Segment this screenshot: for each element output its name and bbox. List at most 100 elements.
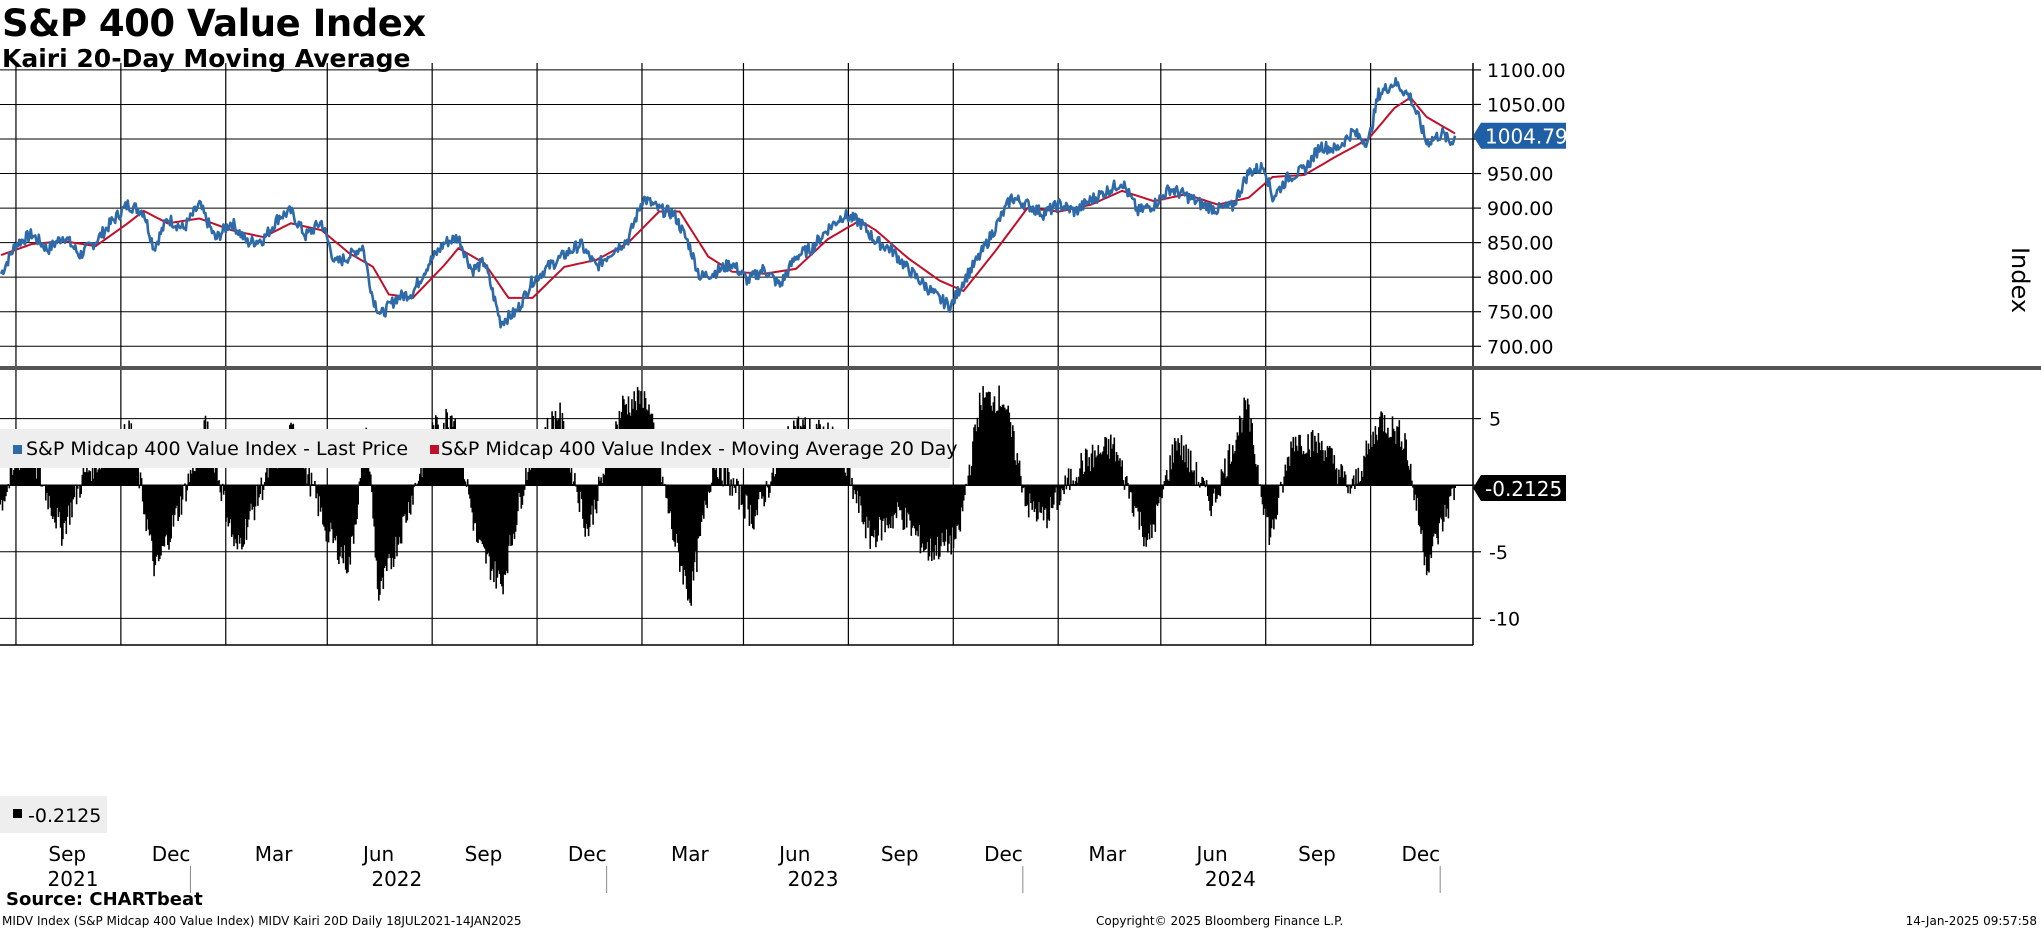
- kairi-bar: [50, 485, 53, 516]
- kairi-bar: [1411, 480, 1413, 486]
- kairi-bar: [173, 485, 176, 516]
- kairi-bar: [1236, 432, 1239, 486]
- kairi-bar: [1111, 448, 1113, 486]
- kairi-bar: [51, 485, 54, 519]
- kairi-bar: [1381, 412, 1383, 486]
- kairi-bar: [931, 485, 933, 561]
- kairi-bar: [728, 472, 730, 486]
- kairi-bar: [912, 485, 915, 526]
- kairi-bar: [696, 485, 698, 572]
- kairi-bar: [602, 473, 605, 486]
- kairi-bar: [1202, 478, 1204, 486]
- kairi-bar: [603, 474, 606, 486]
- kairi-bar: [980, 405, 982, 486]
- kairi-bar: [945, 485, 948, 530]
- kairi-bar: [391, 485, 394, 558]
- kairi-bar: [1118, 460, 1120, 486]
- kairi-bar: [866, 485, 868, 517]
- kairi-bar: [344, 485, 347, 570]
- kairi-bar: [380, 485, 382, 581]
- kairi-bar: [31, 454, 33, 486]
- kairi-bar: [70, 485, 72, 503]
- kairi-bar: [181, 485, 184, 500]
- kairi-bar: [521, 485, 524, 505]
- kairi-bar: [18, 470, 21, 486]
- kairi-bar: [1343, 471, 1346, 486]
- kairi-bar: [1128, 485, 1130, 499]
- kairi-bar: [981, 410, 983, 486]
- kairi-bar: [1050, 485, 1053, 508]
- kairi-bar: [253, 485, 256, 521]
- kairi-bar: [180, 485, 183, 515]
- kairi-bar: [15, 472, 17, 486]
- kairi-bar: [1082, 474, 1085, 486]
- kairi-bar: [745, 485, 747, 495]
- kairi-bar: [763, 485, 765, 507]
- kairi-bar: [740, 485, 743, 505]
- kairi-bar: [753, 485, 755, 530]
- kairi-bar: [1079, 468, 1081, 486]
- kairi-bar: [497, 485, 500, 571]
- kairi-bar: [88, 470, 90, 486]
- kairi-bar: [1173, 437, 1176, 486]
- kairi-bar: [1282, 485, 1284, 493]
- kairi-bar: [486, 485, 488, 555]
- kairi-bar: [1083, 471, 1086, 486]
- kairi-bar: [519, 485, 521, 497]
- kairi-bar: [1316, 453, 1318, 486]
- kairi-bar: [1176, 450, 1178, 486]
- kairi-bar: [959, 485, 962, 532]
- kairi-bar: [1269, 485, 1272, 538]
- kairi-bar: [569, 472, 572, 486]
- kairi-bar: [729, 485, 731, 496]
- kairi-bar: [1241, 432, 1243, 486]
- kairi-bar: [660, 482, 663, 486]
- kairi-bar: [478, 485, 480, 540]
- kairi-bar: [331, 485, 333, 530]
- kairi-bar: [877, 485, 879, 536]
- kairi-bar: [1163, 481, 1166, 486]
- kairi-bar: [488, 485, 491, 557]
- kairi-bar: [379, 485, 381, 595]
- kairi-bar: [69, 485, 71, 525]
- kairi-bar: [257, 485, 259, 506]
- kairi-bar: [217, 481, 219, 486]
- kairi-bar: [683, 485, 686, 570]
- y-tick-label: 750.00: [1487, 302, 1553, 324]
- kairi-bar: [1030, 485, 1032, 504]
- kairi-bar: [105, 459, 107, 486]
- kairi-bar: [268, 462, 271, 486]
- kairi-bar: [600, 477, 602, 486]
- kairi-bar: [1309, 456, 1312, 486]
- kairi-bar: [1200, 483, 1202, 486]
- kairi-bar: [858, 485, 860, 513]
- kairi-bar: [146, 485, 149, 520]
- kairi-bar: [419, 473, 421, 486]
- kairi-bar: [97, 469, 100, 486]
- kairi-bar: [1449, 485, 1452, 496]
- kairi-bar: [673, 485, 675, 542]
- kairi-bar: [152, 485, 154, 562]
- kairi-bar: [773, 476, 776, 486]
- last-price-tag: [1473, 122, 1566, 149]
- kairi-bar: [1433, 485, 1436, 534]
- kairi-bar: [876, 485, 878, 542]
- y-tick-label: 850.00: [1487, 233, 1553, 255]
- kairi-bar: [1146, 485, 1149, 541]
- x-month-label: Mar: [1088, 842, 1127, 866]
- kairi-bar: [1090, 453, 1093, 486]
- kairi-bar: [1352, 475, 1355, 486]
- kairi-bar: [1089, 471, 1092, 486]
- kairi-bar: [1275, 485, 1277, 520]
- kairi-bar: [1209, 485, 1211, 511]
- kairi-bar: [225, 485, 227, 522]
- kairi-bar: [765, 481, 768, 486]
- kairi-bar: [271, 458, 274, 486]
- kairi-bar: [535, 453, 537, 486]
- kairi-bar: [578, 485, 581, 512]
- kairi-bar: [505, 485, 508, 571]
- kairi-bar: [757, 485, 760, 500]
- kairi-bar: [1290, 441, 1292, 486]
- kairi-bar: [229, 485, 232, 520]
